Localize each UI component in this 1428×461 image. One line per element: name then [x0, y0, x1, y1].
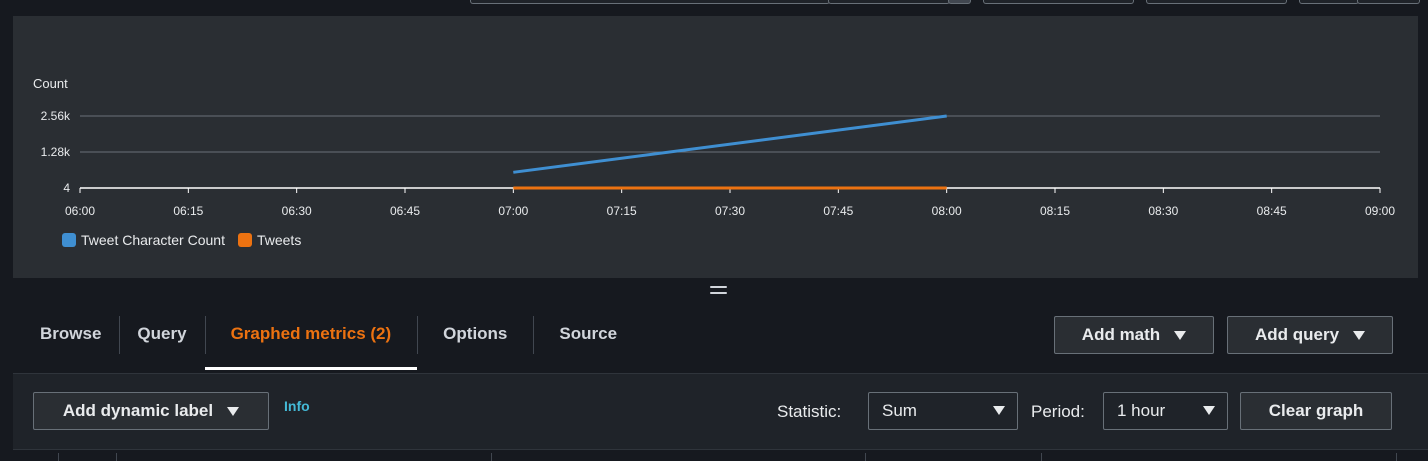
- caret-down-icon: [1203, 406, 1215, 415]
- x-tick-label: 06:45: [390, 204, 420, 218]
- statistic-label: Statistic:: [777, 402, 842, 421]
- tab-browse[interactable]: Browse: [22, 300, 119, 368]
- metrics-tabs: Browse Query Graphed metrics (2) Options…: [22, 300, 643, 372]
- top-button-4[interactable]: [1357, 0, 1420, 4]
- caret-down-icon: [227, 406, 240, 416]
- top-input[interactable]: [470, 0, 830, 4]
- x-tick-label: 07:45: [823, 204, 853, 218]
- legend-label: Tweet Character Count: [81, 232, 225, 248]
- tab-label: Browse: [40, 324, 102, 343]
- y-axis-label: Count: [33, 76, 68, 91]
- caret-down-icon: [1353, 330, 1366, 340]
- legend-item-tweet-character-count[interactable]: Tweet Character Count: [62, 232, 225, 248]
- x-tick-label: 06:00: [65, 204, 95, 218]
- graph-panel: Count 4 1.28k 2.56k 06:00 06:15 06:30 06:45 07…: [13, 16, 1418, 278]
- x-tick-label: 06:30: [282, 204, 312, 218]
- button-label: Add math: [1081, 325, 1161, 344]
- clear-graph-button[interactable]: Clear graph: [1240, 392, 1392, 430]
- chart-legend: Tweet Character Count Tweets: [62, 232, 314, 248]
- tab-label: Query: [137, 324, 187, 343]
- tab-query[interactable]: Query: [119, 300, 204, 368]
- legend-swatch-orange: [237, 233, 252, 247]
- x-tick-label: 08:45: [1257, 204, 1287, 218]
- y-tick-label: 4: [63, 181, 70, 195]
- x-tick-label: 08:30: [1148, 204, 1178, 218]
- top-button-2[interactable]: [1146, 0, 1287, 4]
- y-tick-label: 2.56k: [41, 109, 71, 123]
- x-tick-label: 09:00: [1365, 204, 1395, 218]
- tab-graphed-metrics[interactable]: Graphed metrics (2): [204, 300, 418, 370]
- legend-label: Tweets: [256, 232, 302, 248]
- line-chart: Count 4 1.28k 2.56k 06:00 06:15 06:30 06:45 07…: [33, 76, 1395, 218]
- info-link[interactable]: Info: [284, 398, 310, 414]
- resize-handle[interactable]: [710, 286, 727, 298]
- tab-label: Graphed metrics (2): [230, 324, 392, 343]
- select-value: Sum: [882, 401, 917, 420]
- tab-label: Options: [443, 324, 508, 343]
- tab-source[interactable]: Source: [533, 300, 643, 368]
- x-tick-label: 07:30: [715, 204, 745, 218]
- button-label: Add dynamic label: [62, 401, 214, 420]
- button-label: Add query: [1254, 325, 1340, 344]
- add-query-button[interactable]: Add query: [1227, 316, 1393, 354]
- select-value: 1 hour: [1117, 401, 1166, 420]
- button-label: Clear graph: [1268, 401, 1364, 420]
- top-select-toggle[interactable]: [948, 0, 971, 4]
- period-select[interactable]: 1 hour: [1103, 392, 1228, 430]
- caret-down-icon: [1174, 330, 1187, 340]
- x-tick-label: 06:15: [173, 204, 203, 218]
- tab-label: Source: [559, 324, 618, 343]
- add-math-button[interactable]: Add math: [1054, 316, 1214, 354]
- tab-options[interactable]: Options: [417, 300, 533, 368]
- series-line-tweet-character-count: [513, 114, 947, 174]
- x-tick-label: 08:15: [1040, 204, 1070, 218]
- legend-item-tweets[interactable]: Tweets: [237, 232, 302, 248]
- period-label: Period:: [1031, 402, 1085, 421]
- x-tick-label: 08:00: [932, 204, 962, 218]
- x-tick-label: 07:00: [498, 204, 528, 218]
- top-button-1[interactable]: [983, 0, 1134, 4]
- metrics-table-header: [13, 449, 1428, 461]
- add-dynamic-label-button[interactable]: Add dynamic label: [33, 392, 269, 430]
- top-button-3[interactable]: [1299, 0, 1359, 4]
- legend-swatch-blue: [62, 233, 76, 247]
- y-tick-label: 1.28k: [41, 145, 71, 159]
- caret-down-icon: [993, 406, 1005, 415]
- statistic-select[interactable]: Sum: [868, 392, 1018, 430]
- x-tick-label: 07:15: [607, 204, 637, 218]
- top-select[interactable]: [828, 0, 950, 4]
